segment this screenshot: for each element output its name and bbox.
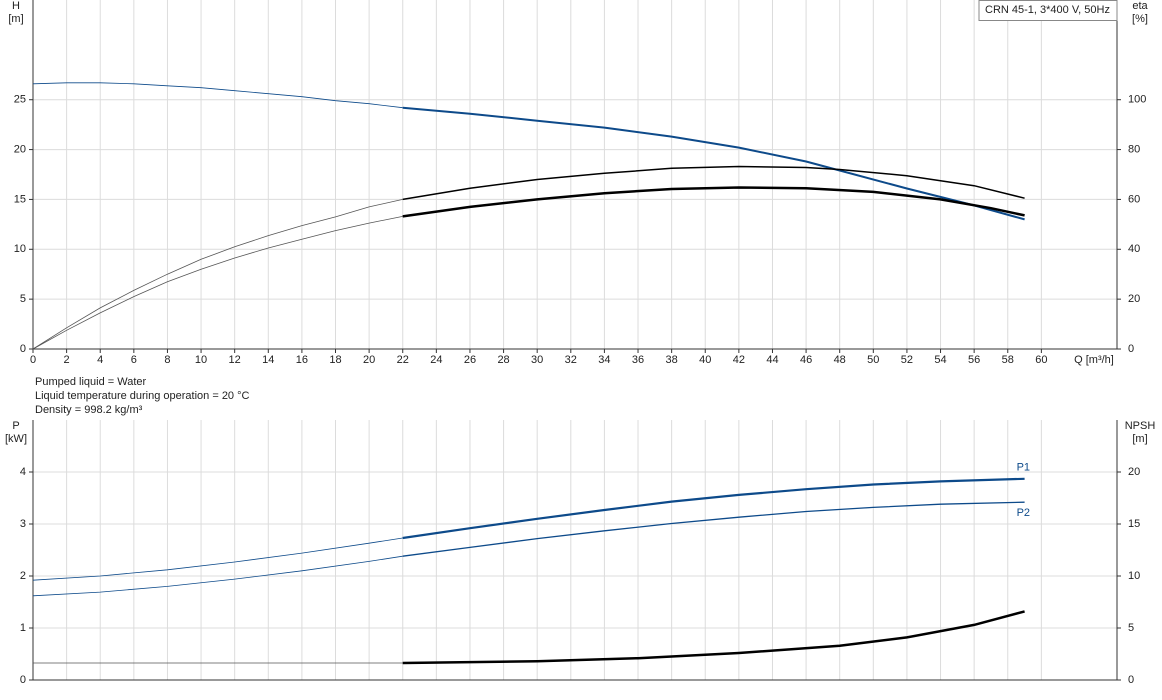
x-tick-label: 8 — [164, 354, 170, 366]
annotation-box — [978, 0, 1118, 21]
y2-tick-label: 5 — [1128, 622, 1134, 634]
curve — [32, 82, 403, 109]
x-tick-label: 34 — [598, 354, 610, 366]
note: Pumped liquid = Water — [35, 376, 147, 388]
x-tick-label: 12 — [229, 354, 241, 366]
curve — [32, 199, 403, 350]
x-tick-label: 14 — [262, 354, 274, 366]
x-tick-label: 60 — [1035, 354, 1047, 366]
y2-tick-label: 0 — [1128, 674, 1134, 686]
x-tick-label: 38 — [666, 354, 678, 366]
y-axis-unit: [m] — [8, 13, 23, 25]
y-tick-label: 3 — [20, 518, 26, 530]
y2-tick-label: 10 — [1128, 570, 1140, 582]
y2-axis-unit: [m] — [1132, 433, 1147, 445]
note: Liquid temperature during operation = 20… — [35, 390, 250, 402]
x-tick-label: 40 — [699, 354, 711, 366]
y-axis-unit: [kW] — [5, 433, 27, 445]
curve — [402, 501, 1025, 557]
x-tick-label: 10 — [195, 354, 207, 366]
x-tick-label: 42 — [733, 354, 745, 366]
y-tick-label: 20 — [14, 143, 26, 155]
x-tick-label: 30 — [531, 354, 543, 366]
annotation: CRN 45-1, 3*400 V, 50Hz — [985, 4, 1110, 16]
x-tick-label: 4 — [97, 354, 103, 366]
y-tick-label: 25 — [14, 94, 26, 106]
y2-tick-label: 100 — [1128, 94, 1146, 106]
y2-tick-label: 15 — [1128, 518, 1140, 530]
y-tick-label: 2 — [20, 570, 26, 582]
x-tick-label: 44 — [766, 354, 778, 366]
x-tick-label: 26 — [464, 354, 476, 366]
y-axis-label: P — [12, 420, 19, 432]
y-axis-label: H — [12, 0, 20, 12]
y2-tick-label: 40 — [1128, 243, 1140, 255]
y2-axis-label: eta — [1132, 0, 1148, 12]
curve — [32, 555, 403, 597]
y2-axis-label: NPSH — [1125, 420, 1156, 432]
y-tick-label: 0 — [20, 343, 26, 355]
x-tick-label: 58 — [1002, 354, 1014, 366]
y-tick-label: 0 — [20, 674, 26, 686]
y2-tick-label: 80 — [1128, 143, 1140, 155]
y-tick-label: 15 — [14, 193, 26, 205]
x-tick-label: 48 — [834, 354, 846, 366]
x-tick-label: 32 — [565, 354, 577, 366]
y-tick-label: 10 — [14, 243, 26, 255]
note: Density = 998.2 kg/m³ — [35, 404, 143, 416]
curve — [32, 537, 403, 581]
x-tick-label: 56 — [968, 354, 980, 366]
curve — [402, 610, 1025, 665]
x-axis-label: Q [m³/h] — [1074, 354, 1114, 366]
x-tick-label: 20 — [363, 354, 375, 366]
curve — [402, 106, 1025, 221]
series-label: P2 — [1017, 507, 1030, 519]
x-tick-label: 0 — [30, 354, 36, 366]
y2-tick-label: 0 — [1128, 343, 1134, 355]
y2-tick-label: 20 — [1128, 466, 1140, 478]
curve — [402, 186, 1025, 218]
curve — [402, 165, 1025, 201]
x-tick-label: 50 — [867, 354, 879, 366]
x-tick-label: 52 — [901, 354, 913, 366]
y2-axis-unit: [%] — [1132, 13, 1148, 25]
y-tick-label: 5 — [20, 293, 26, 305]
x-tick-label: 22 — [397, 354, 409, 366]
x-tick-label: 6 — [131, 354, 137, 366]
x-tick-label: 16 — [296, 354, 308, 366]
y2-tick-label: 60 — [1128, 193, 1140, 205]
x-tick-label: 2 — [64, 354, 70, 366]
x-tick-label: 18 — [329, 354, 341, 366]
y2-tick-label: 20 — [1128, 293, 1140, 305]
y-tick-label: 4 — [20, 466, 26, 478]
y-tick-label: 1 — [20, 622, 26, 634]
series-label: P1 — [1017, 462, 1030, 474]
x-tick-label: 36 — [632, 354, 644, 366]
curve — [32, 216, 403, 350]
x-tick-label: 24 — [430, 354, 442, 366]
x-tick-label: 54 — [934, 354, 946, 366]
x-tick-label: 46 — [800, 354, 812, 366]
curve — [402, 477, 1025, 540]
x-tick-label: 28 — [497, 354, 509, 366]
